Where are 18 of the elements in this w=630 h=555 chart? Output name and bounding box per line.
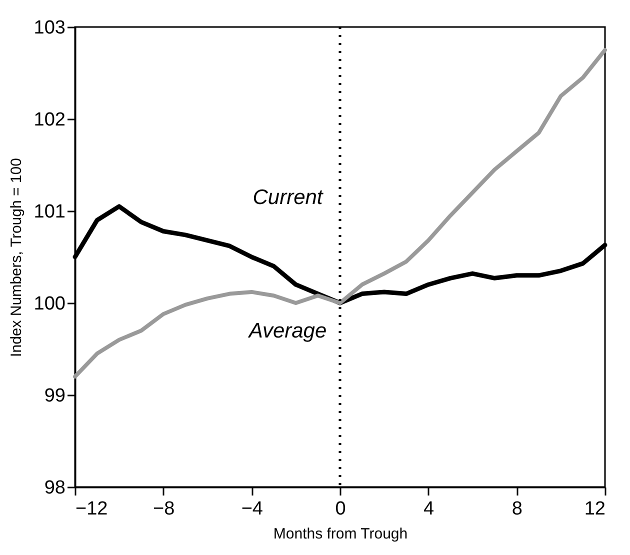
y-axis-title: Index Numbers, Trough = 100 <box>8 158 25 357</box>
y-tick-label: 98 <box>44 478 66 498</box>
x-tick-label: 4 <box>424 498 435 520</box>
x-tick-label: −4 <box>241 498 264 520</box>
y-tick-label: 103 <box>34 18 66 38</box>
text: Current <box>252 186 324 210</box>
x-tick-label: 12 <box>584 498 606 520</box>
x-tick-label: 0 <box>335 498 346 520</box>
x-tick-label: −12 <box>76 498 108 520</box>
x-tick-label: −8 <box>152 498 175 520</box>
line-series <box>73 48 607 379</box>
y-tick-label: 100 <box>34 294 66 314</box>
x-tick-label: 8 <box>512 498 522 520</box>
y-tick-label: 102 <box>34 110 66 130</box>
series-label: Average <box>246 320 327 343</box>
y-tick-label: 99 <box>44 386 66 406</box>
x-axis-title: Months from Trough <box>273 526 408 542</box>
y-tick-label: 101 <box>34 202 66 222</box>
